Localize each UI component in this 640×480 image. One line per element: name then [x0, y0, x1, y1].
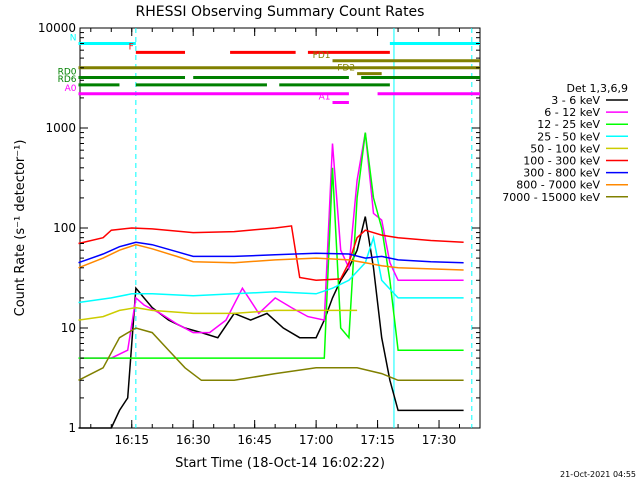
series-line-7	[78, 243, 464, 271]
y-tick-label-1: 10	[61, 321, 76, 335]
y-axis-label: Count Rate (s⁻¹ detector⁻¹)	[13, 140, 28, 317]
y-tick-label-0: 1	[68, 421, 76, 435]
series-line-6	[78, 241, 464, 264]
flag-label-4: FD2	[337, 64, 355, 74]
legend-label-0: 3 - 6 keV	[551, 94, 600, 107]
legend-label-6: 300 - 800 keV	[523, 167, 600, 180]
y-tick-label-4: 10000	[38, 21, 76, 35]
flag-label-2: FD1	[313, 51, 331, 61]
legend-label-5: 100 - 300 keV	[523, 155, 600, 168]
footer-timestamp: 21-Oct-2021 04:55	[560, 470, 636, 479]
legend-label-8: 7000 - 15000 keV	[502, 191, 600, 204]
series-line-0	[78, 216, 464, 429]
flag-label-8: A0	[65, 84, 77, 94]
x-tick-label-4: 17:15	[360, 433, 395, 447]
x-tick-label-2: 16:45	[237, 433, 272, 447]
flag-label-6: RD6	[58, 75, 77, 85]
flag-label-7: A1	[319, 92, 331, 102]
series-line-3	[78, 234, 464, 304]
legend-label-7: 800 - 7000 keV	[516, 179, 600, 192]
legend-label-4: 50 - 100 keV	[530, 142, 600, 155]
legend-label-1: 6 - 12 keV	[544, 106, 600, 119]
series-line-2	[78, 132, 464, 359]
legend-title: Det 1,3,6,9	[566, 82, 628, 95]
flag-label-1: F	[129, 42, 134, 52]
legend-label-3: 25 - 50 keV	[537, 130, 600, 143]
x-tick-label-1: 16:30	[176, 433, 211, 447]
chart-title: RHESSI Observing Summary Count Rates	[136, 4, 425, 20]
series-line-4	[78, 306, 358, 321]
series-line-5	[78, 225, 464, 282]
y-tick-label-2: 100	[53, 221, 76, 235]
y-tick-label-3: 1000	[45, 121, 76, 135]
axes: 1 10 100 1000 10000 16:15 16:30 16:45 17:00 17:15…	[38, 21, 481, 447]
flag-label-0: N	[70, 33, 77, 43]
series-line-8	[78, 327, 464, 382]
flag-label-5: RD0	[58, 67, 77, 77]
x-tick-label-5: 17:30	[422, 433, 457, 447]
legend-label-2: 12 - 25 keV	[537, 118, 600, 131]
series-lines	[78, 132, 464, 429]
x-tick-label-3: 17:00	[299, 433, 334, 447]
x-axis-label: Start Time (18-Oct-14 16:02:22)	[175, 456, 385, 471]
x-tick-label-0: 16:15	[114, 433, 149, 447]
